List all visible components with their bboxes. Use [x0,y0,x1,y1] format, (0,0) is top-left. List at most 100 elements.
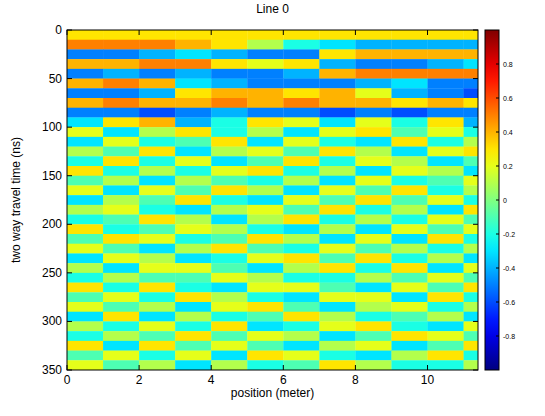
cell [139,166,175,176]
cell [247,253,283,263]
cell [283,59,319,69]
cell [464,253,478,263]
cell [139,360,175,370]
cell [67,253,103,263]
x-tick-top [139,30,140,35]
cell [211,263,247,273]
cell [428,69,464,79]
cell [391,40,427,50]
cell [319,147,355,157]
cell [428,117,464,127]
cell [247,283,283,293]
cell [211,127,247,137]
cell [211,331,247,341]
cell [428,292,464,302]
colorbar-tick [496,302,499,303]
cell [355,215,391,225]
cell [391,341,427,351]
cell [139,195,175,205]
chart-root: 0246810050100150200250300350Line 0positi… [0,0,545,416]
y-tick [67,30,72,31]
cell [139,176,175,186]
cell [391,205,427,215]
cell [175,30,211,40]
colorbar-tick [496,234,499,235]
cell [283,234,319,244]
cell [391,156,427,166]
x-tick-top [427,30,428,35]
cell [391,283,427,293]
cell [319,156,355,166]
cell [464,302,478,312]
x-tick-label: 4 [208,373,215,387]
cell [283,321,319,331]
cell [103,215,139,225]
cell [391,79,427,89]
cell [283,30,319,40]
cell [139,205,175,215]
cell [283,205,319,215]
y-tick-right [473,272,478,273]
cell [428,283,464,293]
cell [175,351,211,361]
x-axis-title: position (meter) [231,386,314,400]
cell [103,69,139,79]
cell [464,263,478,273]
cell [464,321,478,331]
cell [247,205,283,215]
cell [211,98,247,108]
cell [247,321,283,331]
cell [139,292,175,302]
cell [139,88,175,98]
cell [175,147,211,157]
cell [175,312,211,322]
cell [428,176,464,186]
cell [391,331,427,341]
cell [103,108,139,118]
cell [139,40,175,50]
y-tick-label: 350 [42,363,62,377]
cell [355,30,391,40]
cell [428,321,464,331]
cell [428,88,464,98]
cell [319,88,355,98]
cell [428,224,464,234]
cell [428,351,464,361]
cell [103,283,139,293]
cell [67,108,103,118]
cell [283,283,319,293]
x-tick-top [355,30,356,35]
cell [211,30,247,40]
cell [211,312,247,322]
cell [103,360,139,370]
cell [319,331,355,341]
cell [355,88,391,98]
cell [319,292,355,302]
cell [428,40,464,50]
cell [319,244,355,254]
x-tick-top [67,30,68,35]
cell [283,185,319,195]
x-tick-top [211,30,212,35]
cell [247,224,283,234]
cell [139,137,175,147]
cell [139,244,175,254]
cell [428,30,464,40]
cell [67,283,103,293]
cell [175,331,211,341]
cell [247,273,283,283]
cell [283,49,319,59]
y-tick-right [473,224,478,225]
cell [283,273,319,283]
cell [67,185,103,195]
cell [139,351,175,361]
cell [355,59,391,69]
cell [247,49,283,59]
cell [139,127,175,137]
cell [67,40,103,50]
cell [428,108,464,118]
cell [247,69,283,79]
cell [247,40,283,50]
cell [391,273,427,283]
cell [355,253,391,263]
